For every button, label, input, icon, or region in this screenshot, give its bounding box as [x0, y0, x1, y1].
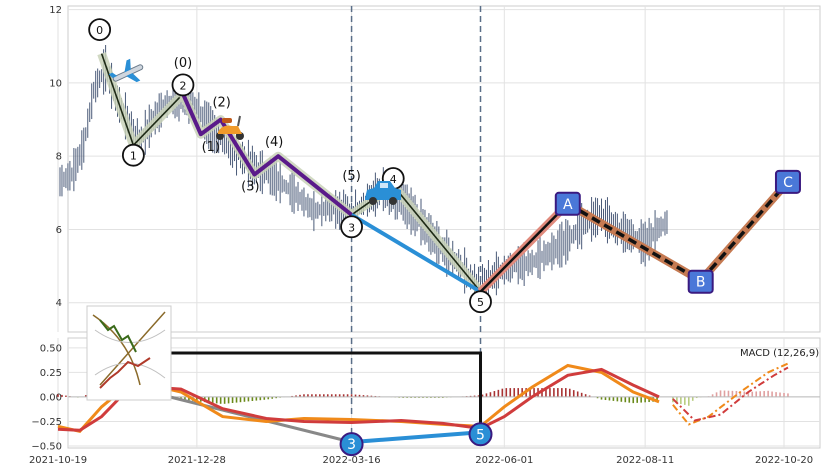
projected-signal-line	[672, 366, 789, 422]
macd-wave-label: 5	[476, 427, 485, 443]
projected-macd-line	[672, 362, 789, 426]
price-y-tick-label: 12	[49, 5, 62, 16]
macd-title: MACD (12,26,9)	[740, 348, 819, 359]
wave-label: 0	[96, 24, 103, 37]
macd-plot-area	[67, 337, 821, 449]
macd-y-tick-label: 0.25	[40, 368, 62, 379]
wave-label: 3	[348, 221, 355, 234]
thumbnail-series	[99, 319, 137, 353]
projection-line	[479, 202, 569, 293]
car-wheel	[389, 197, 397, 205]
x-tick-label: 2021-12-28	[168, 455, 226, 466]
x-tick-label: 2022-08-11	[616, 455, 674, 466]
projection-label: C	[783, 175, 793, 191]
subwave-label: (0)	[174, 56, 192, 71]
wave-label: 1	[130, 150, 137, 163]
wave-circle	[88, 18, 112, 42]
macd-y-tick-label: 0.00	[40, 392, 62, 403]
scooter-handle	[237, 115, 241, 127]
wave-3-5-line	[350, 213, 482, 294]
wave-circle	[171, 73, 195, 97]
subwave-label: (3)	[241, 179, 259, 194]
scooter-body	[218, 125, 242, 134]
macd-y-tick-label: −0.25	[31, 417, 62, 428]
macd-wave-label: 3	[347, 437, 356, 453]
projection-dashed-line	[566, 180, 790, 283]
price-y-tick-label: 6	[56, 225, 62, 236]
scooter-icon	[216, 115, 244, 140]
projection-label: A	[563, 197, 573, 213]
projection-box	[687, 269, 714, 294]
wave-circle	[340, 215, 363, 239]
macd-connector-line	[149, 390, 352, 444]
x-axis: 2021-10-19 2021-12-28 2022-03-16 2022-06-01…	[29, 455, 813, 466]
subwave-line	[181, 93, 353, 217]
price-y-tick-label: 8	[56, 152, 62, 163]
car-wheel	[369, 197, 377, 205]
macd-wave-circle	[339, 432, 364, 457]
subwave-label: (1)	[202, 140, 220, 155]
price-y-tick-label: 10	[49, 78, 62, 89]
price-y-tick-label: 4	[56, 298, 62, 309]
macd-wave-line	[351, 430, 481, 445]
projection-box	[774, 169, 801, 194]
macd-bracket-line	[128, 351, 483, 425]
airplane-icon	[108, 58, 144, 83]
thumbnail-series	[99, 357, 151, 389]
wave-circle	[469, 290, 492, 314]
wave-label: 5	[477, 296, 484, 309]
subwave-label: (5)	[342, 169, 360, 184]
scooter-seat	[222, 118, 232, 123]
wave-label: 2	[179, 79, 186, 92]
wave-label: 4	[390, 173, 397, 186]
car-window	[380, 183, 388, 188]
airplane-wing	[124, 58, 141, 83]
x-tick-label: 2022-06-01	[475, 455, 533, 466]
subwave-label: (2)	[212, 96, 230, 111]
subwave-label: (4)	[265, 135, 283, 150]
x-tick-label: 2021-10-19	[29, 455, 87, 466]
wave-circle	[121, 143, 145, 167]
x-tick-label: 2022-10-20	[755, 455, 813, 466]
x-tick-label: 2022-03-16	[323, 455, 381, 466]
airplane-tail	[108, 72, 118, 78]
macd-y-tick-label: 0.50	[40, 343, 62, 354]
projection-box	[554, 191, 581, 216]
car-body	[365, 181, 401, 200]
macd-panel: 0.50 0.25 0.00 −0.25 −0.50 3 5	[31, 305, 821, 457]
macd-wave-circle	[468, 422, 493, 447]
car-icon	[365, 181, 401, 205]
macd-y-tick-label: −0.50	[31, 442, 62, 453]
projection-label: B	[696, 275, 706, 291]
chart-thumbnail-icon	[86, 305, 172, 401]
